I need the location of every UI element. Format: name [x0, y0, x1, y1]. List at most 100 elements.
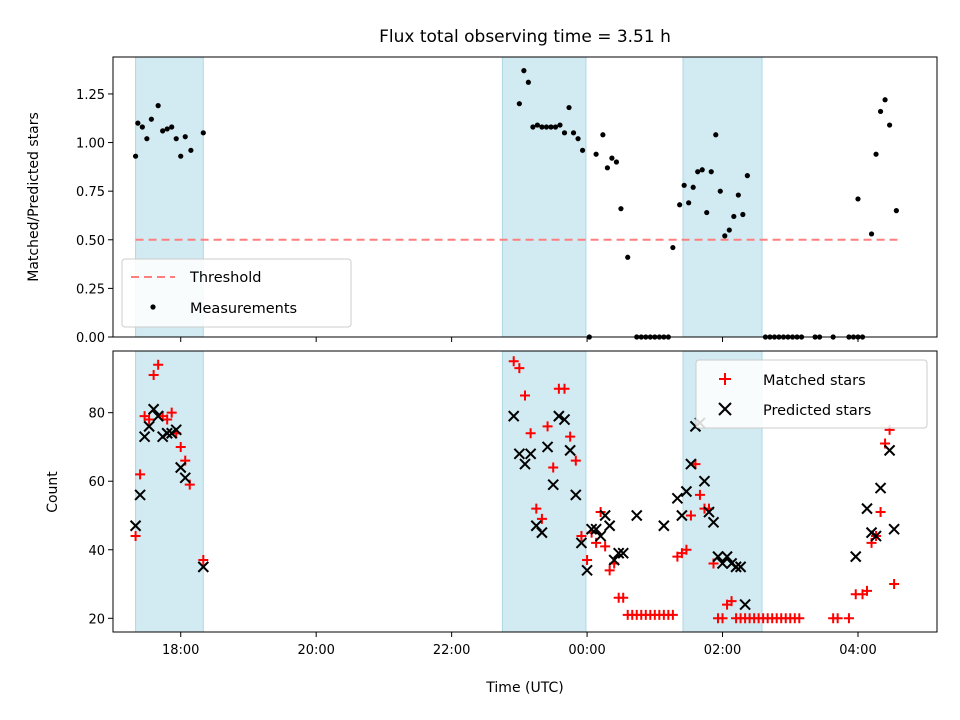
matched-stars-point: [514, 363, 525, 374]
measurements-point: [173, 136, 179, 142]
matched-stars-point: [832, 613, 843, 624]
predicted-stars-point: [861, 502, 873, 515]
bot-ytick-label: 60: [88, 475, 105, 490]
matched-stars-point: [576, 531, 587, 542]
predicted-stars-point: [850, 550, 862, 563]
predicted-stars-point: [134, 489, 146, 501]
predicted-stars-point: [170, 424, 182, 436]
predicted-stars-point: [680, 485, 693, 498]
predicted-stars-point: [175, 461, 187, 474]
measurements-point: [625, 254, 631, 260]
measurements-point: [704, 209, 710, 216]
matched-stars-point: [175, 441, 186, 452]
measurements-point: [543, 124, 550, 130]
matched-stars-point: [694, 489, 705, 500]
measurements-point: [717, 188, 723, 194]
predicted-stars-point: [608, 554, 620, 566]
measurements-point: [677, 202, 683, 208]
bot-shaded-window-0: [135, 351, 204, 632]
predicted-stars-point: [581, 564, 593, 577]
predicted-stars-point: [541, 441, 554, 453]
predicted-stars-point: [721, 550, 733, 563]
top-ytick-label: 0.75: [76, 185, 105, 200]
predicted-stars-point: [161, 427, 173, 439]
predicted-stars-point: [570, 489, 582, 501]
measurements-point: [579, 147, 586, 153]
measurements-point: [609, 155, 615, 161]
matched-stars-point: [618, 592, 629, 603]
measurements-point: [893, 208, 899, 214]
predicted-stars-point: [197, 561, 210, 573]
bot-ytick-label: 80: [88, 407, 105, 422]
bot-xtick-label: 20:00: [297, 643, 334, 658]
measurements-point: [539, 124, 545, 130]
matched-stars-point: [794, 613, 805, 624]
measurements-point: [561, 130, 568, 136]
legend-threshold-label: Threshold: [189, 270, 261, 286]
matched-stars-point: [135, 469, 146, 480]
predicted-stars-point: [612, 547, 625, 559]
measurements-point: [855, 196, 861, 202]
matched-stars-point: [667, 609, 678, 620]
matched-stars-point: [875, 507, 886, 518]
measurements-point: [670, 244, 676, 251]
measurements-point: [731, 213, 737, 220]
matched-stars-point: [162, 414, 173, 425]
predicted-stars-point: [513, 448, 526, 460]
measurements-point: [708, 169, 714, 175]
x-axis-label: Time (UTC): [485, 680, 563, 696]
measurements-point: [139, 124, 145, 130]
measurements-point: [516, 101, 522, 107]
measurements-point: [744, 173, 750, 179]
predicted-stars-point: [658, 520, 670, 532]
matched-stars-point: [166, 407, 177, 418]
measurements-point: [132, 153, 139, 159]
measurements-point: [160, 128, 166, 134]
measurements-point: [135, 120, 141, 126]
top-ytick-label: 0.50: [76, 234, 105, 249]
matched-stars-point: [542, 421, 553, 432]
measurements-point: [200, 130, 206, 136]
predicted-stars-point: [698, 475, 711, 487]
measurements-point: [144, 136, 150, 142]
predicted-stars-point: [712, 550, 724, 563]
predicted-stars-point: [716, 557, 729, 570]
measurements-point: [740, 211, 746, 218]
predicted-stars-point: [524, 448, 537, 460]
measurements-point: [182, 134, 188, 140]
measurements-point: [188, 147, 194, 153]
predicted-stars-point: [870, 530, 882, 542]
top-y-axis-label: Matched/Predicted stars: [26, 112, 42, 282]
measurements-point: [566, 104, 572, 111]
measurements-point: [178, 153, 184, 159]
measurements-point: [882, 97, 888, 103]
predicted-stars-point: [558, 413, 571, 426]
matched-stars-point: [559, 383, 570, 394]
measurements-point: [873, 151, 879, 157]
measurements-point: [600, 132, 606, 138]
predicted-stars-point: [508, 410, 520, 422]
bot-xtick-label: 04:00: [839, 643, 876, 658]
matched-stars-point: [570, 455, 581, 466]
top-legend: Threshold Measurements: [121, 258, 352, 328]
matched-stars-point: [520, 390, 530, 401]
bot-xtick-label: 02:00: [704, 643, 741, 658]
top-plot-frame: [112, 56, 938, 338]
measurements-point: [164, 126, 170, 132]
measurements-point: [525, 79, 531, 85]
measurements-point: [695, 169, 701, 175]
top-panel: 0.00 0.25 0.50 0.75 1.00 1.25 Matched/Predict…: [26, 56, 938, 346]
measurements-point: [722, 233, 728, 239]
measurements-point: [570, 130, 577, 136]
legend-predicted-swatch: [718, 402, 732, 416]
matched-stars-point: [148, 369, 159, 380]
bot-xtick-label: 00:00: [568, 643, 605, 658]
predicted-stars-point: [730, 561, 742, 573]
predicted-stars-point: [147, 403, 160, 415]
predicted-stars-point: [564, 444, 576, 457]
predicted-stars-point: [685, 458, 697, 470]
measurements-point: [713, 132, 719, 138]
matched-stars-point: [153, 359, 164, 370]
matched-stars-point: [717, 613, 728, 624]
